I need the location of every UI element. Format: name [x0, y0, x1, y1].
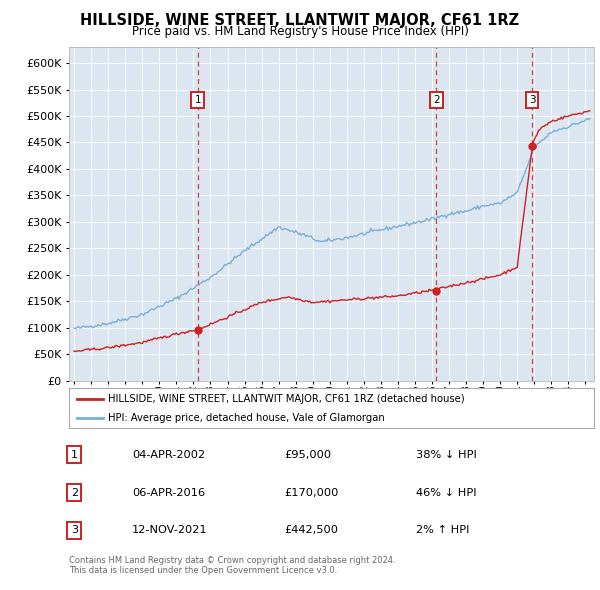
Text: 1: 1 [71, 450, 78, 460]
Text: 1: 1 [194, 95, 201, 105]
Text: 2: 2 [433, 95, 440, 105]
Text: Price paid vs. HM Land Registry's House Price Index (HPI): Price paid vs. HM Land Registry's House … [131, 25, 469, 38]
Text: This data is licensed under the Open Government Licence v3.0.: This data is licensed under the Open Gov… [69, 566, 337, 575]
Text: 06-APR-2016: 06-APR-2016 [132, 488, 205, 497]
Text: HPI: Average price, detached house, Vale of Glamorgan: HPI: Average price, detached house, Vale… [109, 413, 385, 422]
Text: HILLSIDE, WINE STREET, LLANTWIT MAJOR, CF61 1RZ (detached house): HILLSIDE, WINE STREET, LLANTWIT MAJOR, C… [109, 394, 465, 404]
Text: £170,000: £170,000 [284, 488, 338, 497]
Text: 2% ↑ HPI: 2% ↑ HPI [415, 526, 469, 535]
Text: 12-NOV-2021: 12-NOV-2021 [132, 526, 208, 535]
Text: HILLSIDE, WINE STREET, LLANTWIT MAJOR, CF61 1RZ: HILLSIDE, WINE STREET, LLANTWIT MAJOR, C… [80, 13, 520, 28]
Text: 2: 2 [71, 488, 78, 497]
Text: 3: 3 [529, 95, 535, 105]
Text: Contains HM Land Registry data © Crown copyright and database right 2024.: Contains HM Land Registry data © Crown c… [69, 556, 395, 565]
Text: 38% ↓ HPI: 38% ↓ HPI [415, 450, 476, 460]
Text: 46% ↓ HPI: 46% ↓ HPI [415, 488, 476, 497]
Text: £95,000: £95,000 [284, 450, 331, 460]
Text: 04-APR-2002: 04-APR-2002 [132, 450, 205, 460]
Text: 3: 3 [71, 526, 78, 535]
Text: £442,500: £442,500 [284, 526, 338, 535]
